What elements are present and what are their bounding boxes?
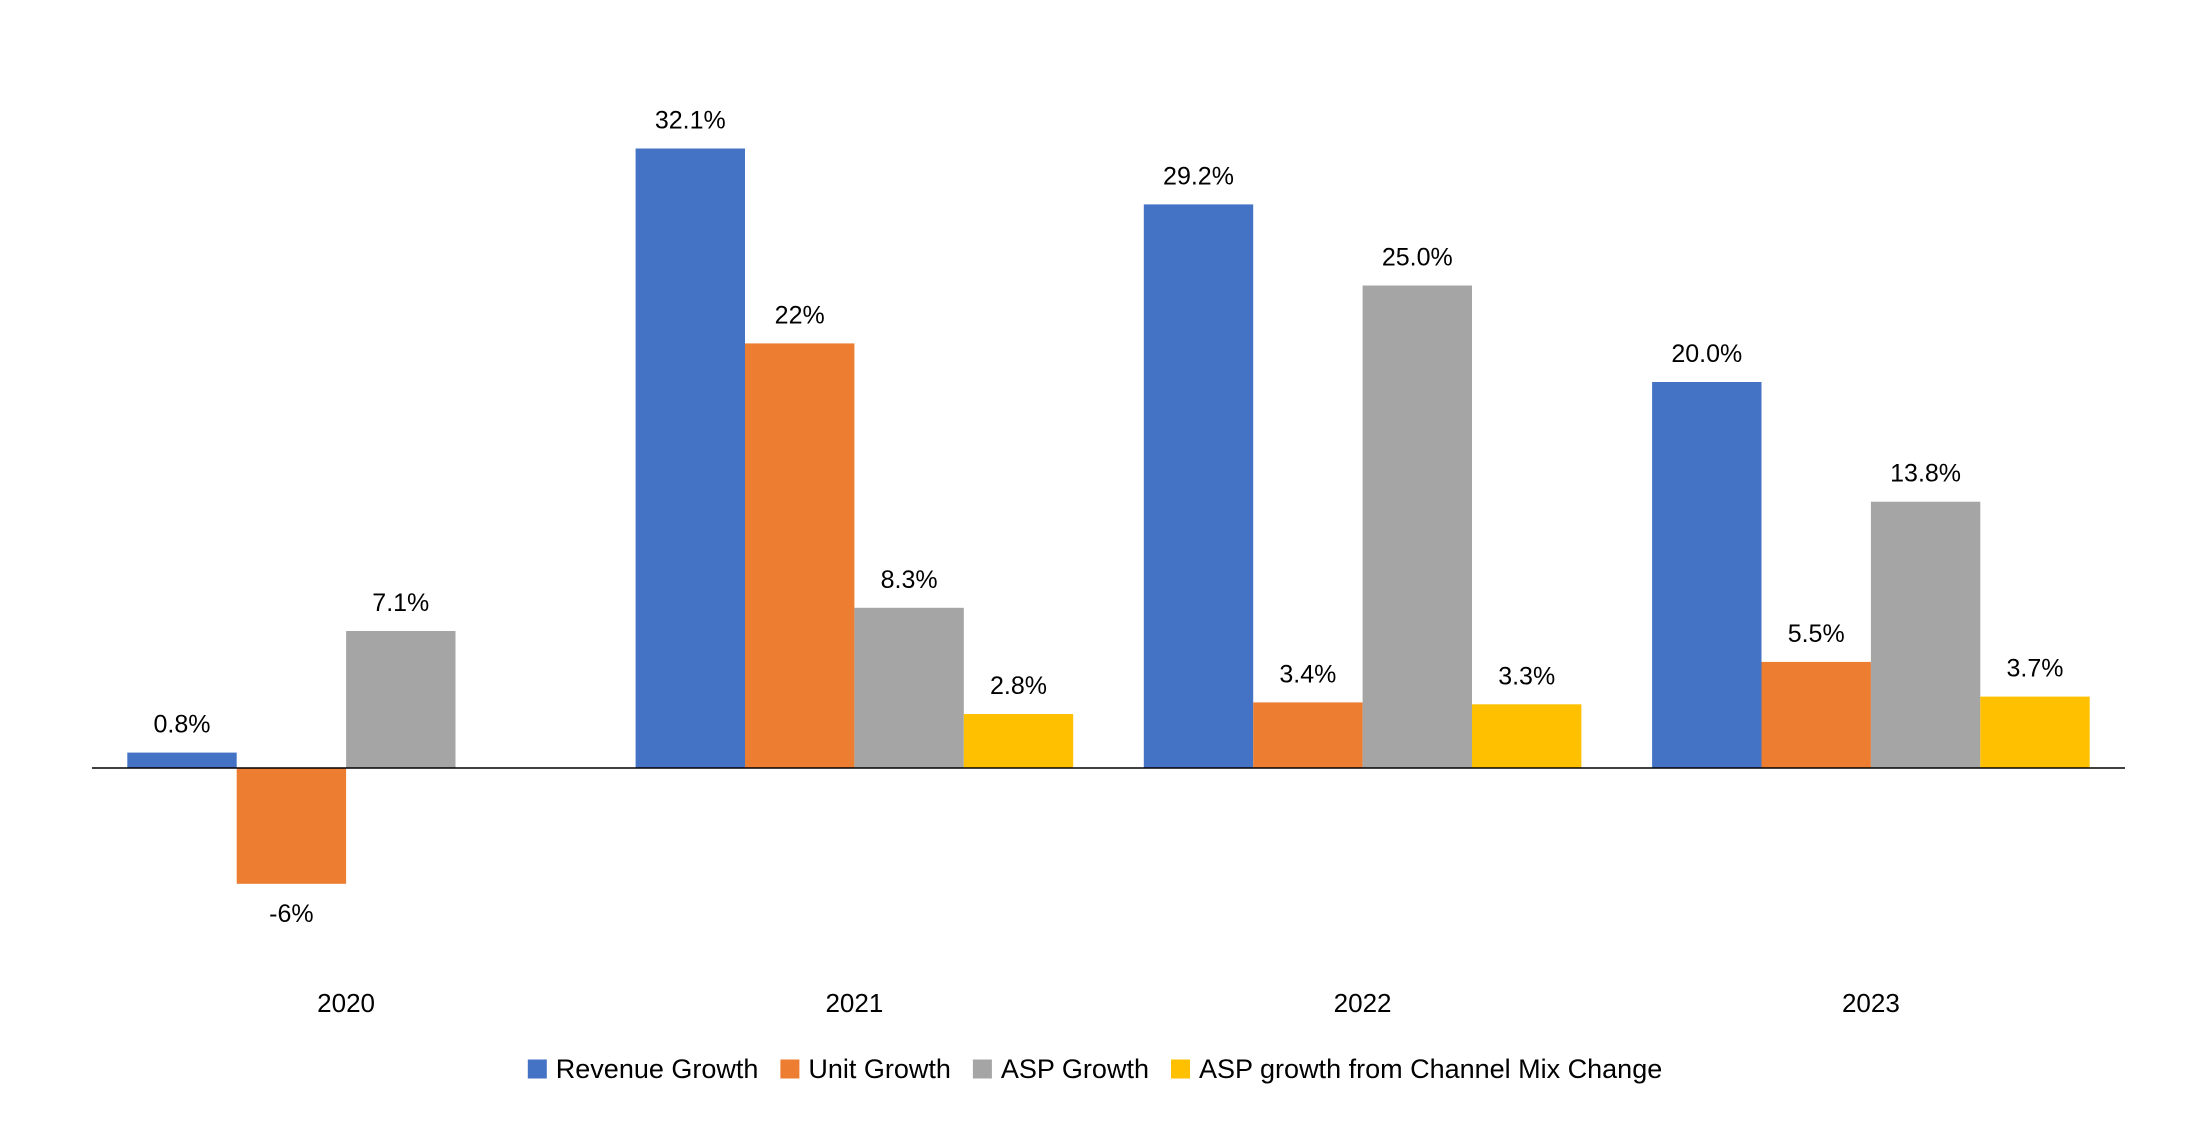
bar-asp-growth-from-channel-mix-change-2021 — [963, 714, 1074, 768]
legend-swatch — [527, 1059, 547, 1079]
data-label: 22% — [775, 301, 825, 329]
bar-asp-growth-2021 — [854, 607, 964, 768]
bar-revenue-growth-2021 — [635, 148, 745, 768]
legend-swatch — [972, 1059, 992, 1079]
data-label: 3.3% — [1498, 662, 1555, 690]
category-label-2023: 2023 — [1842, 988, 1900, 1018]
bars-layer — [127, 148, 2090, 884]
legend-item-asp-growth: ASP Growth — [972, 1054, 1149, 1084]
data-labels-layer: 0.8% -6% 7.1% 32.1% 22% 8.3% 2.8% 29.2% 3.4% 25.0… — [154, 107, 2064, 928]
data-label: 7.1% — [372, 589, 429, 617]
legend-item-asp-growth-from-channel-mix-change: ASP growth from Channel Mix Change — [1171, 1054, 1662, 1084]
data-label: 20.0% — [1671, 340, 1742, 368]
data-label: 8.3% — [881, 566, 938, 594]
legend-label: Unit Growth — [808, 1054, 951, 1084]
data-label: 3.7% — [2007, 655, 2064, 683]
bar-asp-growth-2022 — [1362, 285, 1472, 768]
legend-swatch — [780, 1059, 800, 1079]
bar-unit-growth-2020 — [236, 768, 347, 884]
category-label-2021: 2021 — [825, 988, 883, 1018]
category-label-2020: 2020 — [317, 988, 375, 1018]
bar-asp-growth-2023 — [1870, 501, 1981, 768]
legend-swatch — [1171, 1059, 1190, 1079]
data-label: 25.0% — [1382, 244, 1453, 272]
data-label: 13.8% — [1890, 460, 1961, 488]
bar-revenue-growth-2020 — [127, 752, 237, 768]
bar-unit-growth-2023 — [1761, 661, 1871, 768]
data-label: 5.5% — [1788, 620, 1845, 648]
bar-unit-growth-2022 — [1253, 702, 1363, 768]
data-label: 32.1% — [655, 107, 726, 135]
data-label: 0.8% — [154, 711, 211, 739]
data-label: 29.2% — [1163, 162, 1234, 190]
bar-revenue-growth-2023 — [1652, 382, 1762, 768]
legend-label: ASP growth from Channel Mix Change — [1199, 1054, 1662, 1084]
legend: Revenue Growth Unit Growth ASP Growth ASP g… — [527, 1054, 1662, 1084]
legend-label: Revenue Growth — [556, 1054, 759, 1084]
data-label: 3.4% — [1279, 660, 1336, 688]
bar-asp-growth-from-channel-mix-change-2022 — [1472, 704, 1582, 768]
bar-unit-growth-2021 — [745, 343, 855, 768]
data-label: 2.8% — [990, 672, 1047, 700]
data-label: -6% — [269, 900, 313, 928]
legend-item-unit-growth: Unit Growth — [780, 1054, 951, 1084]
legend-item-revenue-growth: Revenue Growth — [527, 1054, 759, 1084]
bar-asp-growth-from-channel-mix-change-2023 — [1980, 696, 2090, 768]
bar-revenue-growth-2022 — [1143, 204, 1254, 768]
bar-asp-growth-2020 — [346, 631, 456, 768]
category-label-2022: 2022 — [1334, 988, 1392, 1018]
legend-label: ASP Growth — [1001, 1054, 1149, 1084]
category-labels-layer: 2020 2021 2022 2023 — [317, 988, 1900, 1018]
